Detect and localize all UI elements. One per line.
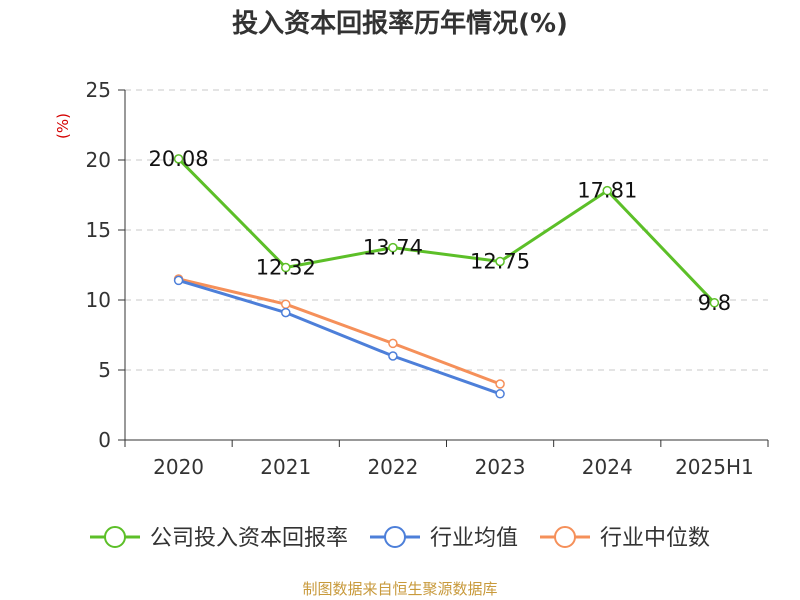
legend-label: 行业均值 — [430, 526, 518, 551]
data-point[interactable] — [388, 351, 398, 361]
series-line-0 — [177, 157, 716, 304]
data-label: 12.32 — [256, 256, 316, 280]
data-point[interactable] — [495, 256, 505, 267]
data-point[interactable] — [709, 298, 720, 308]
data-point[interactable] — [602, 185, 612, 196]
x-tick-label: 2024 — [582, 455, 633, 479]
data-point[interactable] — [173, 275, 184, 286]
grid-lines — [125, 89, 768, 371]
legend-marker — [104, 526, 126, 548]
series-group — [173, 154, 720, 399]
x-tick-label: 2022 — [367, 455, 418, 479]
data-point[interactable] — [388, 338, 398, 349]
legend-label: 公司投入资本回报率 — [150, 526, 348, 551]
data-point[interactable] — [281, 299, 291, 309]
data-point[interactable] — [173, 154, 184, 164]
y-tick-label: 10 — [86, 288, 111, 312]
legend-item-2[interactable]: 行业中位数 — [540, 526, 710, 551]
legend-marker — [384, 526, 406, 548]
data-label: 20.08 — [149, 147, 209, 171]
series-line-2 — [178, 277, 501, 386]
data-point[interactable] — [388, 242, 398, 253]
data-label: 17.81 — [577, 179, 637, 203]
legend[interactable]: 公司投入资本回报率 行业均值 行业中位数 — [90, 526, 710, 551]
axes: 0 5 10 15 20 25 2020 2021 2022 2023 2024 2025H1 — [86, 78, 769, 479]
data-point[interactable] — [495, 379, 505, 389]
source-note: 制图数据来自恒生聚源数据库 — [302, 580, 497, 598]
legend-item-1[interactable]: 行业均值 — [370, 526, 518, 551]
y-axis-label: (%) — [54, 113, 72, 139]
y-tick-label: 0 — [98, 428, 111, 452]
chart-title: 投入资本回报率历年情况(%) — [232, 8, 568, 39]
x-tick-label: 2023 — [475, 455, 526, 479]
legend-label: 行业中位数 — [600, 526, 710, 551]
x-tick-label: 2020 — [153, 455, 204, 479]
data-label: 13.74 — [363, 236, 423, 260]
data-label: 9.8 — [698, 291, 731, 315]
data-label: 12.75 — [470, 250, 530, 274]
y-tick-label: 20 — [86, 148, 111, 172]
data-point[interactable] — [495, 389, 505, 399]
legend-marker — [554, 526, 576, 548]
y-tick-label: 15 — [86, 218, 111, 242]
data-point[interactable] — [281, 262, 291, 273]
data-labels: 20.08 12.32 13.74 12.75 17.81 9.8 — [149, 147, 732, 315]
x-tick-label: 2025H1 — [675, 455, 754, 479]
y-tick-label: 25 — [86, 78, 111, 102]
legend-item-0[interactable]: 公司投入资本回报率 — [90, 526, 348, 551]
x-tick-label: 2021 — [260, 455, 311, 479]
series-line-1 — [178, 278, 501, 396]
data-point[interactable] — [281, 307, 291, 318]
y-tick-label: 5 — [98, 358, 111, 382]
